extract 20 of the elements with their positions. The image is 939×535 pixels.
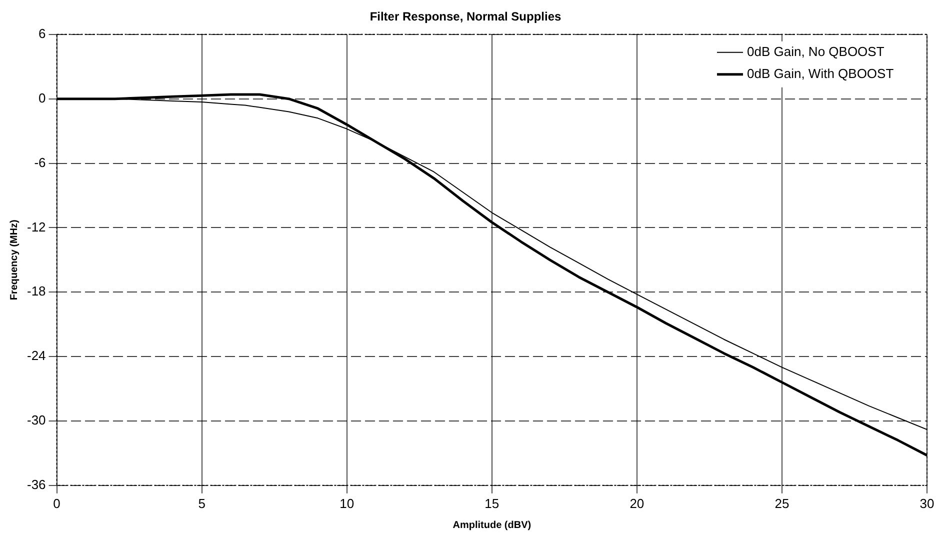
y-tick-label: 0 <box>38 90 46 106</box>
x-tick-label: 20 <box>630 496 644 511</box>
y-axis-title: Frequency (MHz) <box>8 220 20 300</box>
legend-label: 0dB Gain, With QBOOST <box>747 66 894 81</box>
x-tick-label: 5 <box>198 496 206 511</box>
y-tick-label: -30 <box>26 412 46 428</box>
y-tick-label: -36 <box>26 476 46 492</box>
x-tick-label: 25 <box>774 496 790 511</box>
y-tick-label: -24 <box>26 348 46 364</box>
x-tick-label: 30 <box>920 496 934 511</box>
y-tick-label: -6 <box>34 154 46 170</box>
x-tick-label: 10 <box>340 496 354 511</box>
x-axis-title: Amplitude (dBV) <box>452 520 532 531</box>
y-tick-label: -18 <box>26 284 46 299</box>
legend-label: 0dB Gain, No QBOOST <box>747 44 884 59</box>
y-tick-label: -12 <box>26 219 46 234</box>
chart-title: Filter Response, Normal Supplies <box>370 10 562 24</box>
y-tick-label: 6 <box>38 26 46 41</box>
x-tick-label: 15 <box>484 496 500 511</box>
x-tick-label: 0 <box>53 496 60 511</box>
